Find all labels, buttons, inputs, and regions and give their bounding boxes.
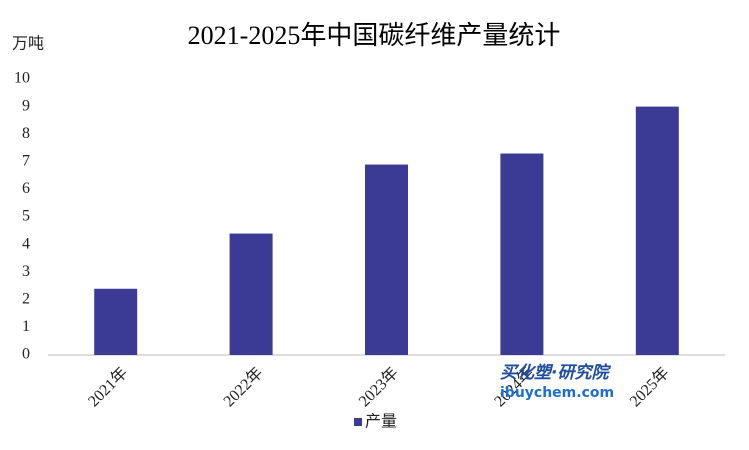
y-axis-label: 万吨 [12, 35, 44, 53]
y-tick-label: 0 [22, 346, 30, 363]
y-tick-label: 1 [22, 318, 30, 335]
bar [635, 106, 679, 355]
y-tick-label: 4 [22, 235, 30, 252]
y-tick-label: 5 [22, 208, 30, 225]
bar [500, 153, 544, 355]
bar [94, 288, 138, 355]
y-tick-label: 2 [22, 290, 30, 307]
watermark: ibuychem.com [500, 385, 614, 401]
legend-label: 产量 [365, 413, 397, 431]
x-tick-label: 2021年 [84, 364, 131, 411]
watermark: 买化塑·研究院 [500, 363, 611, 383]
bar [365, 164, 408, 355]
x-tick-label: 2023年 [355, 364, 402, 411]
y-tick-label: 8 [22, 125, 30, 142]
y-tick-label: 10 [14, 70, 30, 87]
bar [229, 233, 273, 355]
x-tick-label: 2025年 [626, 364, 673, 411]
y-tick-label: 3 [22, 263, 30, 280]
legend-swatch [354, 418, 362, 426]
x-tick-label: 2022年 [220, 364, 267, 411]
chart-title: 2021-2025年中国碳纤维产量统计 [188, 21, 561, 50]
y-tick-label: 9 [22, 97, 30, 114]
y-tick-label: 6 [22, 180, 30, 197]
y-tick-label: 7 [22, 152, 30, 169]
